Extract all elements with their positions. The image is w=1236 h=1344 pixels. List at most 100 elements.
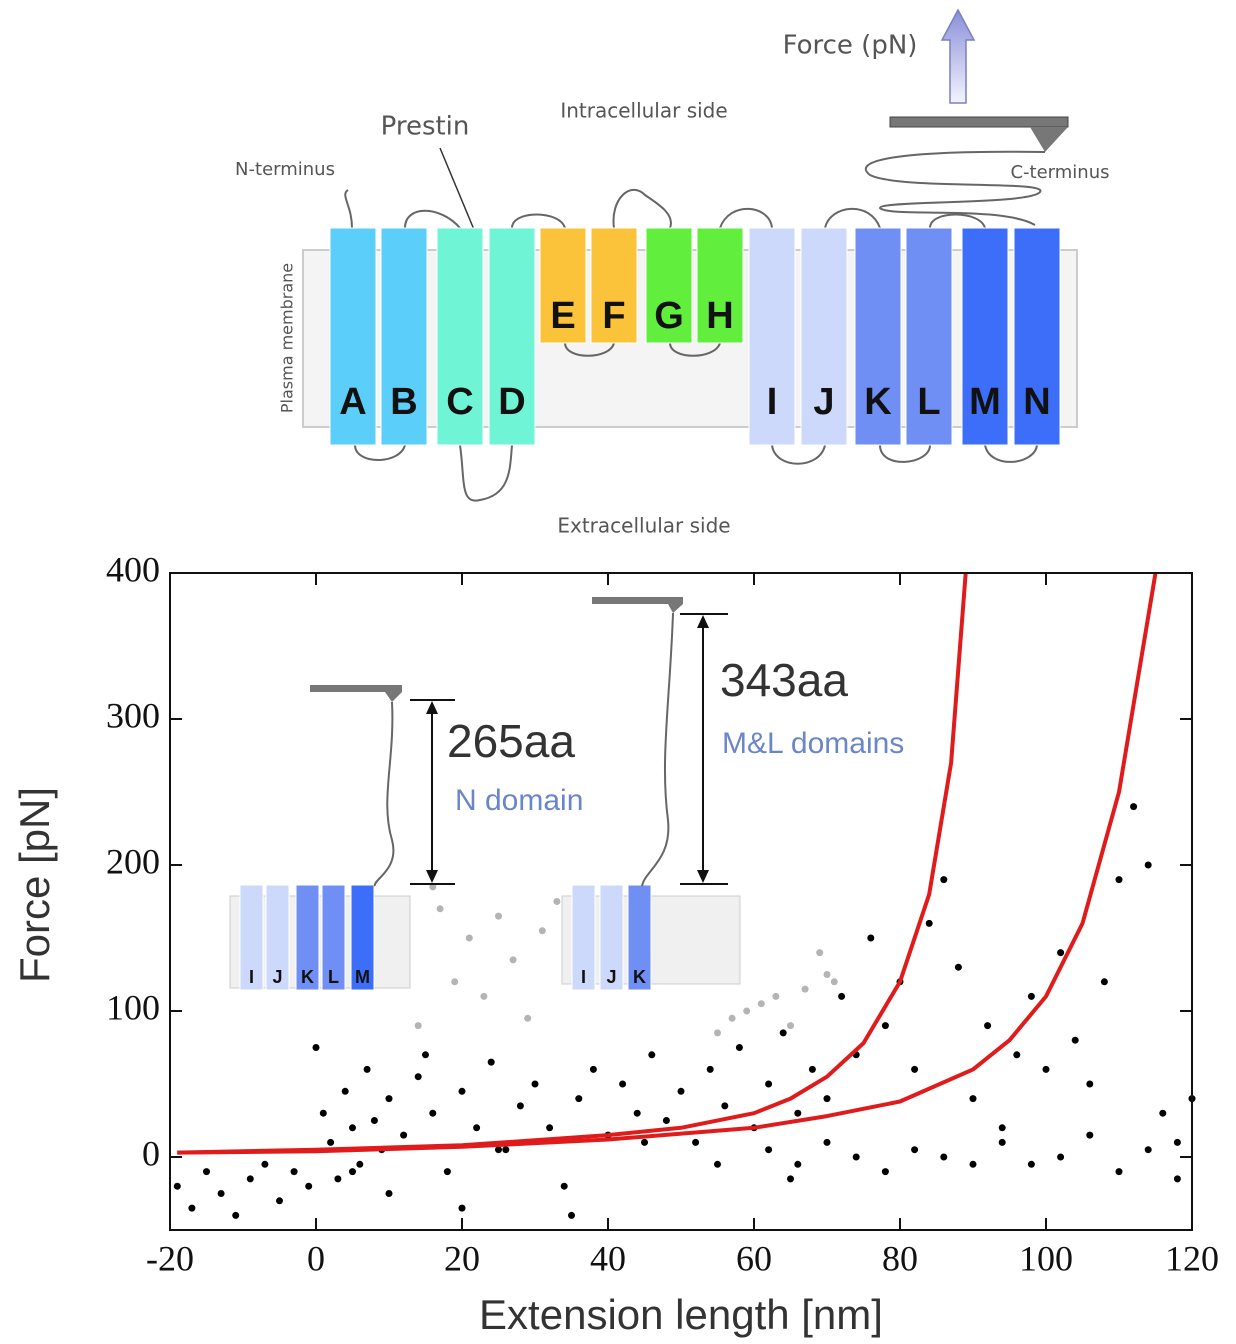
data-point	[495, 912, 502, 920]
data-point	[217, 1190, 225, 1197]
data-point	[465, 934, 473, 942]
pointer	[439, 147, 476, 233]
data-point	[1173, 1138, 1181, 1146]
loop	[404, 209, 461, 229]
data-point	[692, 1138, 700, 1146]
data-point	[370, 1117, 378, 1124]
data-point	[589, 1065, 597, 1073]
data-point	[852, 1153, 860, 1161]
y-axis-label: Force [pN]	[11, 787, 58, 983]
inset-helix-label: J	[272, 967, 282, 987]
data-point	[1100, 978, 1108, 986]
annotation: 343aa	[720, 654, 848, 706]
annotation: N domain	[455, 784, 583, 817]
data-point	[1115, 876, 1123, 884]
data-point	[429, 1109, 437, 1117]
data-point	[721, 1102, 729, 1110]
helix	[590, 227, 638, 344]
helix	[488, 227, 536, 446]
extracellular-label: Extracellular side	[557, 514, 730, 538]
data-point	[334, 1175, 342, 1183]
data-point	[443, 1168, 451, 1176]
inset-helix-label: I	[249, 967, 254, 987]
helix-label: A	[339, 381, 366, 423]
data-point	[765, 1146, 773, 1154]
data-point	[794, 1109, 802, 1117]
data-point	[173, 1182, 181, 1190]
inset-tip	[385, 692, 402, 702]
loop	[669, 342, 721, 357]
force-label: Force (pN)	[783, 31, 918, 61]
data-point	[743, 1007, 751, 1015]
data-point	[502, 1146, 510, 1154]
data-point	[757, 1000, 765, 1008]
loop	[984, 444, 1038, 463]
inset-helix	[321, 884, 346, 991]
y-tick-label: 0	[142, 1133, 160, 1173]
helix-label: H	[706, 295, 733, 337]
inset-helix-label: J	[606, 967, 616, 987]
cantilever	[889, 116, 1069, 128]
helix	[380, 227, 428, 446]
annotation: 265aa	[447, 715, 575, 767]
data-point	[765, 1080, 773, 1088]
data-point	[801, 985, 809, 993]
membrane-label: Plasma membrane	[278, 263, 297, 413]
helix-label: J	[813, 381, 834, 423]
helix	[854, 227, 902, 446]
data-point	[1027, 992, 1035, 1000]
helix	[1013, 227, 1061, 446]
data-point	[232, 1211, 240, 1219]
data-point	[363, 1065, 371, 1073]
data-point	[677, 1087, 685, 1095]
data-point	[969, 1160, 977, 1168]
x-tick-label: 80	[882, 1238, 918, 1278]
loop	[511, 213, 566, 229]
data-point	[1086, 1080, 1094, 1088]
data-point	[246, 1175, 254, 1183]
data-point	[787, 1175, 794, 1183]
data-point	[714, 1029, 721, 1037]
data-point	[867, 934, 875, 942]
data-point	[385, 1190, 393, 1197]
c-terminus-label: C-terminus	[1010, 162, 1109, 183]
data-point	[1086, 1131, 1094, 1139]
loop	[344, 189, 353, 229]
data-point	[1042, 1065, 1050, 1073]
data-point	[495, 1146, 502, 1154]
y-tick-label: 300	[106, 695, 160, 735]
x-tick-label: 120	[1165, 1238, 1219, 1278]
inset-cantilever	[592, 597, 683, 604]
tip	[1030, 127, 1068, 152]
data-point	[1057, 1153, 1065, 1161]
helix-label: K	[864, 381, 892, 423]
data-point	[414, 1073, 422, 1081]
data-point	[560, 1182, 568, 1190]
helix	[905, 227, 953, 446]
x-tick-label: 20	[444, 1238, 480, 1278]
inset-helix	[295, 884, 320, 991]
inset-helix	[599, 884, 624, 991]
data-point	[319, 1109, 327, 1117]
data-point	[509, 956, 517, 964]
helix-label: D	[498, 381, 525, 423]
brackets	[410, 613, 728, 885]
data-point	[911, 1146, 919, 1154]
inset-helix	[350, 884, 375, 991]
data-point	[349, 1124, 356, 1132]
helix-label: C	[446, 381, 473, 423]
data-point	[429, 883, 437, 891]
intracellular-label: Intracellular side	[560, 99, 727, 123]
data-point	[633, 1109, 641, 1117]
data-point	[1159, 1109, 1167, 1117]
inset-helix-label: L	[328, 967, 339, 987]
helix-label: N	[1023, 381, 1050, 423]
helix-label: F	[602, 295, 625, 337]
inset-helix	[571, 884, 596, 991]
data-point	[911, 1065, 919, 1073]
data-point	[794, 1160, 802, 1168]
data-point	[735, 1044, 743, 1051]
data-point	[1057, 949, 1065, 957]
loop	[354, 444, 406, 461]
